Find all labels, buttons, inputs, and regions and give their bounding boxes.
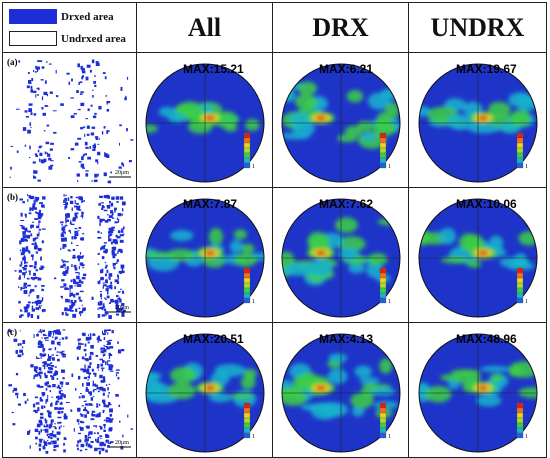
colorbar-min-label: 1 (252, 299, 255, 305)
legend-undrxed-label: Undrxed area (61, 32, 126, 45)
max-intensity-label: MAX:48.96 (456, 332, 517, 346)
intensity-map (146, 362, 257, 408)
pole-figure-b-all: 1 MAX:7.87 (136, 187, 273, 323)
max-intensity-label: MAX:4.13 (319, 332, 373, 346)
colorbar-min-label: 1 (525, 299, 528, 305)
colorbar-min-label: 1 (388, 299, 391, 305)
grain-map (9, 59, 134, 184)
pole-figure-outline (145, 198, 265, 318)
pole-figure-outline (145, 63, 265, 183)
scale-bar-label: 20μm (115, 305, 129, 311)
row-b: 20μm (b) 1 MAX:7.87 1 MAX:7.62 1 MAX:10.06 (2, 187, 547, 323)
colorbar: 1 (379, 267, 391, 305)
intensity-map (419, 227, 537, 271)
column-header-undrx: UNDRX (408, 2, 547, 53)
colorbar: 1 (516, 267, 528, 305)
grain-map (8, 329, 133, 455)
intensity-map (419, 361, 537, 407)
max-intensity-label: MAX:6.21 (319, 62, 373, 76)
micrograph-a: 20μm (a) (2, 52, 137, 188)
legend-drxed-label: Drxed area (61, 10, 114, 23)
colorbar: 1 (243, 132, 255, 170)
colorbar: 1 (243, 402, 255, 440)
colorbar: 1 (379, 132, 391, 170)
legend-undrxed-swatch (9, 31, 57, 46)
pole-figure-outline (418, 333, 538, 453)
pole-figure-outline (281, 63, 401, 183)
pole-figure-outline (145, 333, 265, 453)
scale-bar-label: 20μm (115, 440, 129, 446)
colorbar: 1 (379, 402, 391, 440)
legend-drxed-swatch (9, 9, 57, 24)
pole-figure-outline (418, 63, 538, 183)
column-header-drx: DRX (272, 2, 409, 53)
grain-map (9, 194, 126, 320)
panel-letter: (a) (7, 57, 18, 67)
max-intensity-label: MAX:20.51 (183, 332, 244, 346)
pole-figure-c-all: 1 MAX:20.51 (136, 322, 273, 458)
colorbar-min-label: 1 (388, 164, 391, 170)
pole-figure-outline (281, 198, 401, 318)
row-a: 20μm (a) 1 MAX:15.21 1 MAX:6.21 1 MAX:19.67 (2, 52, 547, 188)
intensity-map (282, 81, 400, 149)
panel-letter: (c) (7, 327, 17, 337)
pole-figure-b-undrx: 1 MAX:10.06 (408, 187, 547, 323)
pole-figure-a-all: 1 MAX:15.21 (136, 52, 273, 188)
colorbar-min-label: 1 (388, 434, 391, 440)
intensity-map (146, 101, 260, 134)
micrograph-b: 20μm (b) (2, 187, 137, 323)
pole-figure-outline (281, 333, 401, 453)
max-intensity-label: MAX:7.62 (319, 197, 373, 211)
pole-figure-c-drx: 1 MAX:4.13 (272, 322, 409, 458)
pole-figure-a-drx: 1 MAX:6.21 (272, 52, 409, 188)
scale-bar-label: 20μm (115, 170, 129, 176)
colorbar-min-label: 1 (525, 434, 528, 440)
legend: Drxed area Undrxed area (2, 2, 137, 53)
max-intensity-label: MAX:15.21 (183, 62, 244, 76)
micrograph-c: 20μm (c) (2, 322, 137, 458)
colorbar: 1 (243, 267, 255, 305)
legend-undrxed: Undrxed area (4, 28, 136, 50)
colorbar-min-label: 1 (525, 164, 528, 170)
colorbar: 1 (516, 132, 528, 170)
pole-figure-c-undrx: 1 MAX:48.96 (408, 322, 547, 458)
colorbar-min-label: 1 (252, 434, 255, 440)
colorbar-min-label: 1 (252, 164, 255, 170)
colorbar: 1 (516, 402, 528, 440)
legend-drxed: Drxed area (4, 6, 136, 28)
max-intensity-label: MAX:19.67 (456, 62, 517, 76)
row-c: 20μm (c) 1 MAX:20.51 1 MAX:4.13 1 MAX:48.96 (2, 322, 547, 458)
column-header-all: All (136, 2, 273, 53)
pole-figure-b-drx: 1 MAX:7.62 (272, 187, 409, 323)
pole-figure-a-undrx: 1 MAX:19.67 (408, 52, 547, 188)
panel-letter: (b) (7, 192, 18, 202)
max-intensity-label: MAX:10.06 (456, 197, 517, 211)
pole-figure-outline (418, 198, 538, 318)
max-intensity-label: MAX:7.87 (183, 197, 237, 211)
intensity-map (419, 92, 537, 134)
